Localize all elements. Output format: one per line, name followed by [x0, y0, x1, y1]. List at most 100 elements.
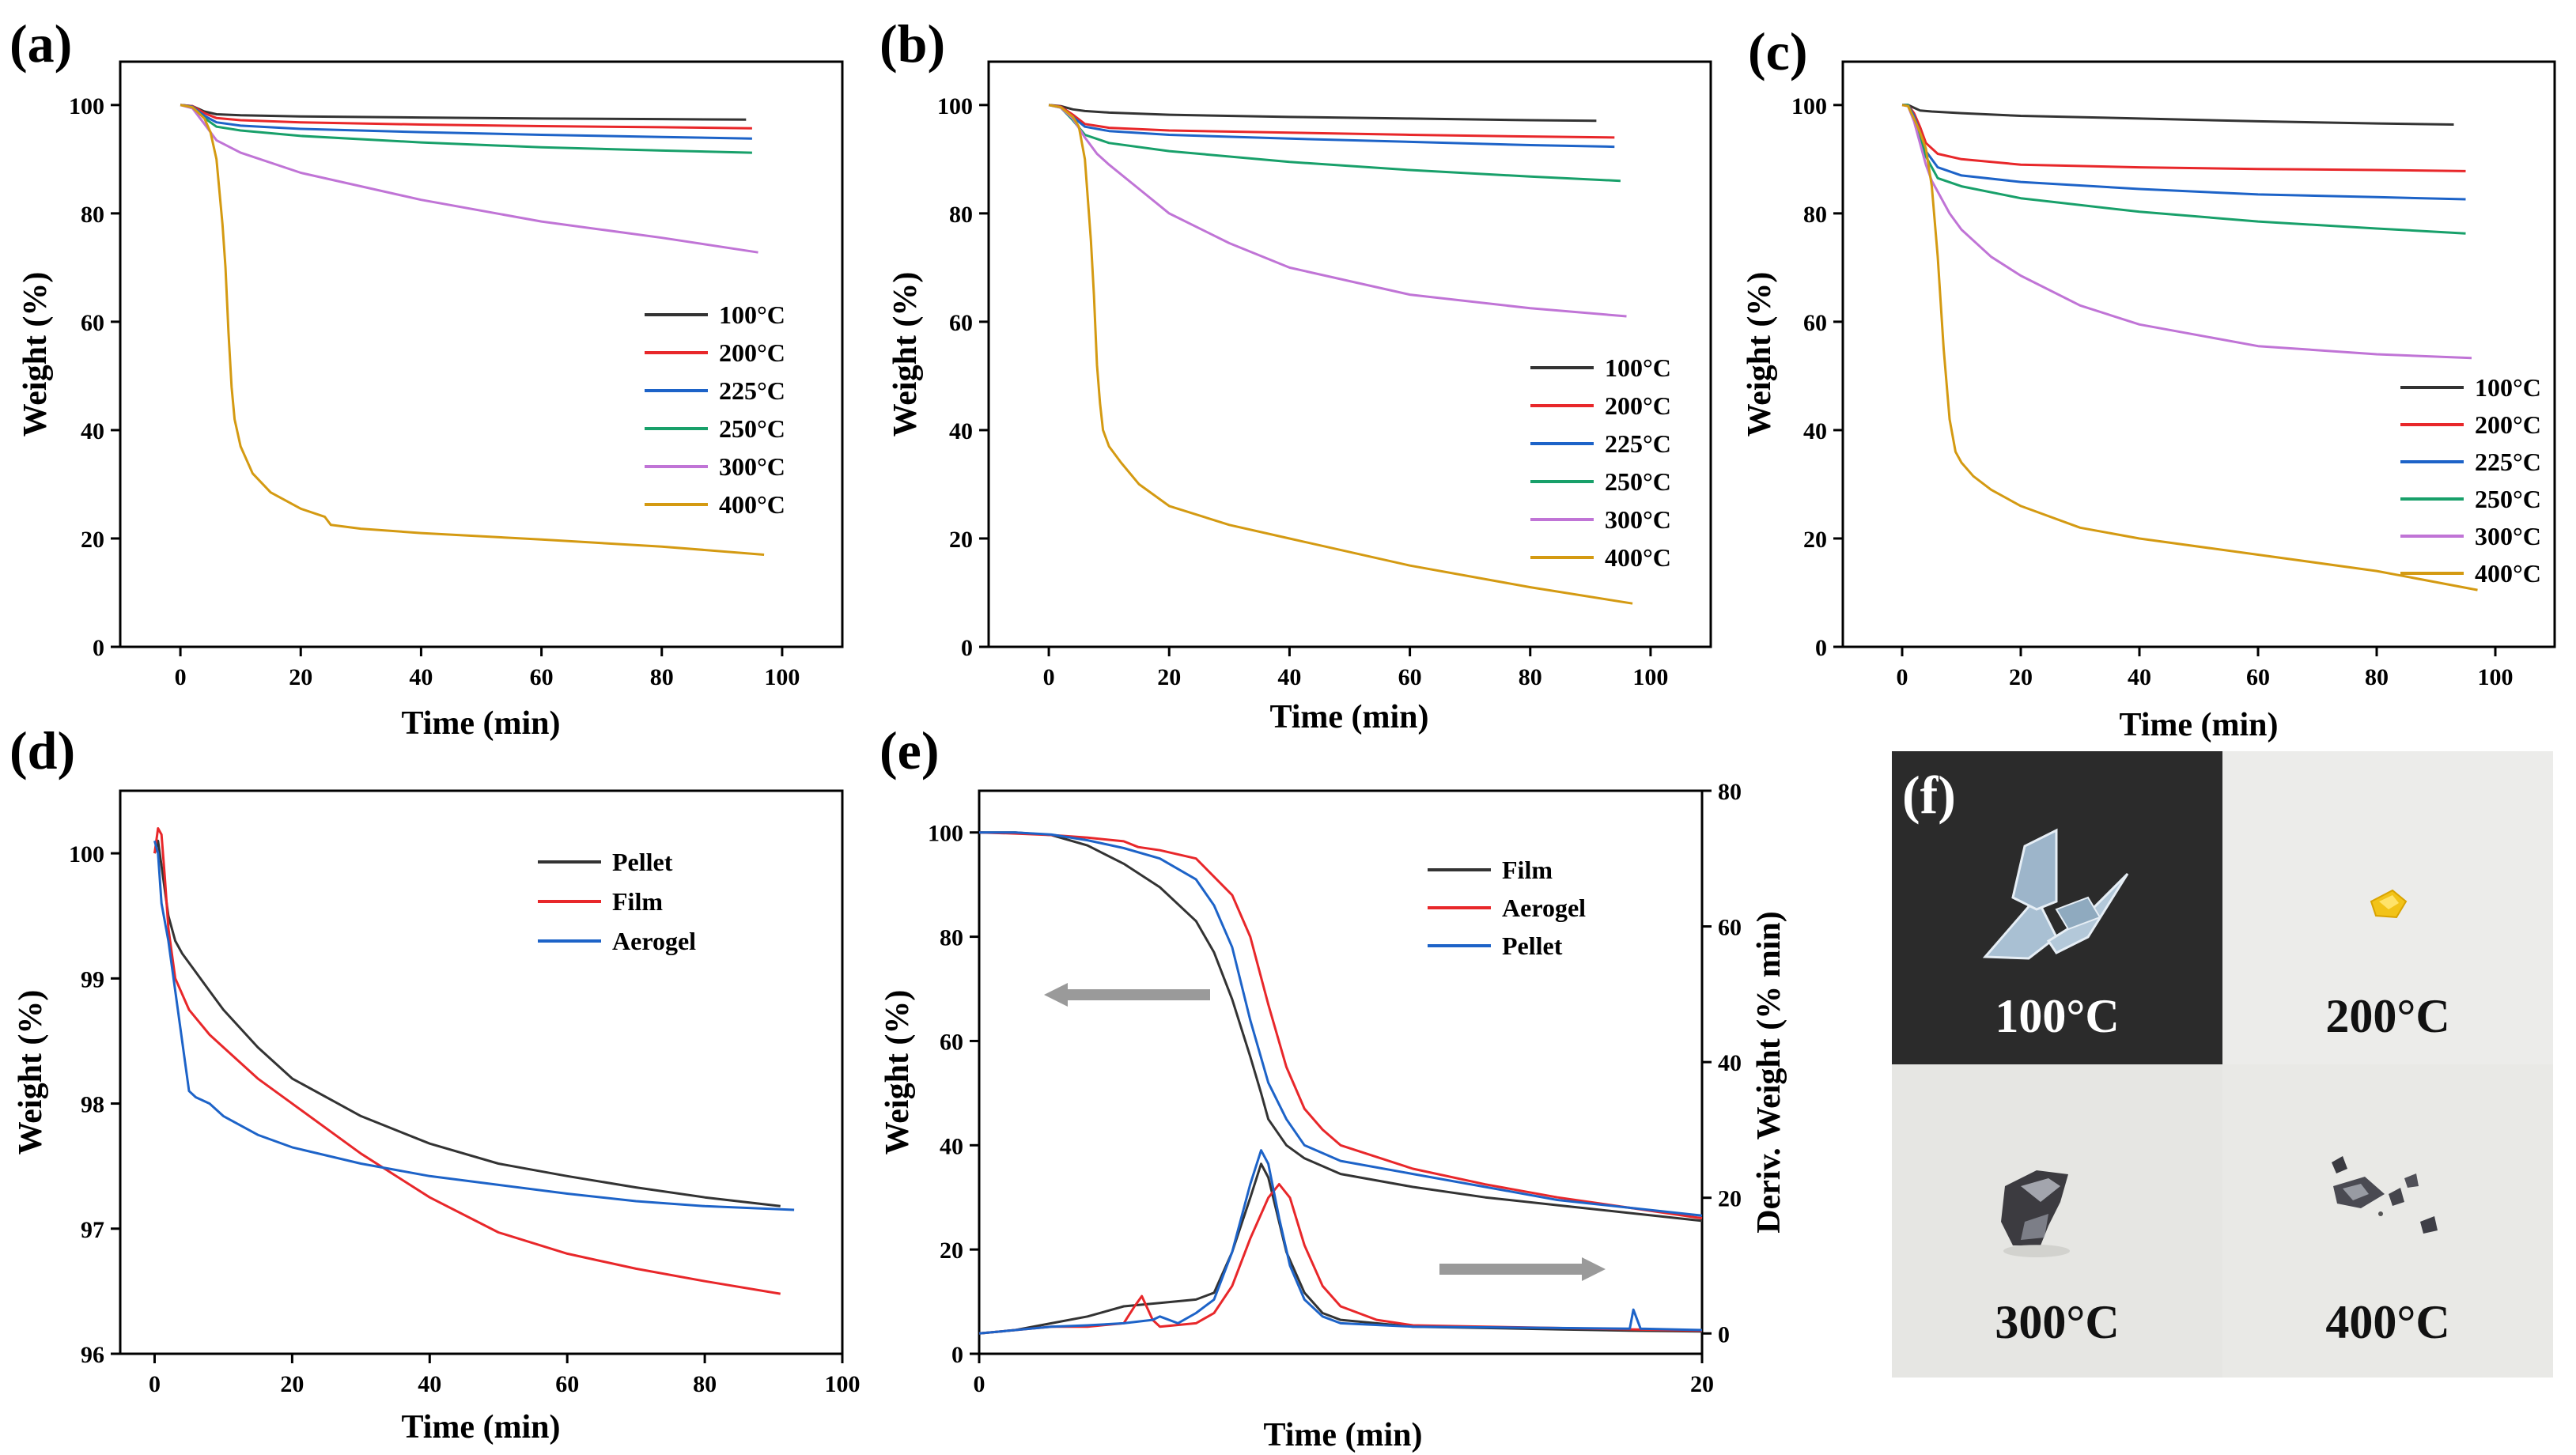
- series-line-400-c: [1048, 104, 1633, 605]
- y-tick-label: 80: [949, 202, 973, 228]
- y-tick-label: 40: [940, 1133, 963, 1159]
- y2-tick-label: 40: [1718, 1050, 1742, 1076]
- x-tick-label: 60: [530, 664, 554, 690]
- x-tick-label: 0: [1897, 664, 1908, 690]
- legend-label: 100°C: [2475, 373, 2541, 402]
- legend-label: 100°C: [1605, 353, 1671, 382]
- y-tick-label: 0: [951, 1342, 963, 1368]
- series-line-pellet-deriv-: [978, 1149, 1703, 1335]
- x-tick-label: 20: [1690, 1371, 1714, 1397]
- y-axis-title: Weight (%): [17, 272, 54, 437]
- legend-label: 250°C: [2475, 485, 2541, 513]
- legend-label: 200°C: [719, 338, 785, 367]
- legend-label: 225°C: [1605, 429, 1671, 458]
- plot-frame: [1841, 60, 2556, 648]
- series-line-pellet: [153, 839, 781, 1207]
- y2-tick-label: 80: [1718, 779, 1742, 805]
- series-line-aerogel: [978, 831, 1703, 1220]
- sample-100-film-shards: [1982, 828, 2129, 960]
- y2-axis-title: Deriv. Weight (% min): [1751, 911, 1787, 1234]
- panel-f-label: (f): [1902, 765, 1956, 825]
- y-tick-label: 0: [93, 635, 104, 661]
- x-tick-label: 100: [1632, 664, 1668, 690]
- x-axis-title: Time (min): [1263, 1417, 1422, 1453]
- x-tick-label: 60: [555, 1371, 579, 1397]
- panel-c-chart: 0 20 40 60 80 100 0 20 40 60 80 100 Time (min) Weight…: [1742, 21, 2556, 743]
- x-tick-label: 100: [764, 664, 800, 690]
- legend-label: 300°C: [2475, 522, 2541, 550]
- x-tick-label: 60: [1398, 664, 1422, 690]
- legend-label: Pellet: [1502, 932, 1563, 960]
- y-tick-label: 100: [937, 93, 973, 119]
- x-tick-label: 40: [418, 1371, 441, 1397]
- panel-f-photos: (f) 100°C 200°C 300°C 400°C: [1892, 751, 2553, 1378]
- x-tick-label: 20: [289, 664, 312, 690]
- y2-tick-label: 20: [1718, 1186, 1742, 1212]
- right-arrow: [1439, 1257, 1606, 1281]
- x-tick-label: 100: [825, 1371, 861, 1397]
- series-line-aerogel-deriv-: [978, 1183, 1703, 1335]
- photo-label-300: 300°C: [1995, 1296, 2119, 1348]
- y-tick-label: 98: [81, 1092, 104, 1118]
- x-tick-label: 20: [280, 1371, 304, 1397]
- y-tick-label: 60: [81, 310, 104, 336]
- x-axis-title: Time (min): [1269, 699, 1428, 735]
- x-tick-label: 0: [175, 664, 187, 690]
- legend-label: 200°C: [2475, 410, 2541, 439]
- panel-b-chart: 0 20 40 60 80 100 0 20 40 60 80 100 Time (min) Weight…: [879, 13, 1712, 735]
- legend-label: 200°C: [1605, 391, 1671, 420]
- plot-frame: [119, 60, 844, 648]
- photo-tile-100: [1892, 751, 2222, 1064]
- y-tick-label: 20: [1803, 527, 1827, 553]
- y-axis-title: Weight (%): [13, 990, 49, 1155]
- plot-frame: [987, 60, 1712, 648]
- x-tick-label: 0: [149, 1371, 161, 1397]
- series-line-225-c: [1048, 104, 1615, 149]
- series-line-300-c: [1901, 104, 2472, 360]
- x-axis-title: Time (min): [401, 1409, 560, 1446]
- y2-tick-label: 60: [1718, 915, 1742, 941]
- y-tick-label: 60: [1803, 310, 1827, 336]
- y-tick-label: 40: [949, 418, 973, 444]
- plot-frame: [978, 789, 1704, 1355]
- series-line-pellet: [979, 831, 1703, 1217]
- left-arrow: [1044, 983, 1210, 1007]
- series-line-250-c: [180, 104, 752, 154]
- legend-label: 100°C: [719, 300, 785, 329]
- y-tick-label: 80: [940, 925, 963, 951]
- x-tick-label: 80: [650, 664, 674, 690]
- y-tick-label: 100: [1791, 93, 1827, 119]
- y-tick-label: 100: [69, 841, 104, 867]
- legend-label: Film: [612, 887, 663, 916]
- x-tick-label: 0: [1043, 664, 1055, 690]
- y-axis-title: Weight (%): [887, 272, 924, 437]
- legend-label: Aerogel: [612, 927, 696, 955]
- series-line-100-c: [1902, 104, 2454, 126]
- panel-d-chart: 0 20 40 60 80 100 96 97 98 99 100 Time (min) Weight …: [9, 720, 861, 1446]
- series-line-film: [153, 827, 781, 1295]
- panel-label: (a): [9, 13, 72, 74]
- series-line-400-c: [180, 104, 765, 556]
- panel-label: (d): [9, 720, 75, 780]
- legend-label: 225°C: [719, 376, 785, 405]
- y-tick-label: 20: [81, 527, 104, 553]
- panel-label: (c): [1748, 21, 1807, 81]
- direction-arrows: [1044, 983, 1606, 1281]
- y-tick-label: 40: [1803, 418, 1827, 444]
- series-line-100-c: [1048, 104, 1597, 123]
- x-tick-label: 40: [2128, 664, 2151, 690]
- x-tick-label: 60: [2246, 664, 2270, 690]
- series-line-200-c: [180, 104, 752, 130]
- y-tick-label: 40: [81, 418, 104, 444]
- x-tick-label: 100: [2478, 664, 2514, 690]
- x-tick-label: 80: [693, 1371, 717, 1397]
- x-tick-label: 40: [409, 664, 433, 690]
- y2-tick-label: 0: [1718, 1321, 1730, 1347]
- y-tick-label: 60: [949, 310, 973, 336]
- panel-label: (b): [879, 13, 945, 74]
- series-line-film: [979, 831, 1703, 1223]
- x-axis-title: Time (min): [2119, 707, 2278, 743]
- legend-label: 250°C: [1605, 467, 1671, 496]
- y-tick-label: 20: [949, 527, 973, 553]
